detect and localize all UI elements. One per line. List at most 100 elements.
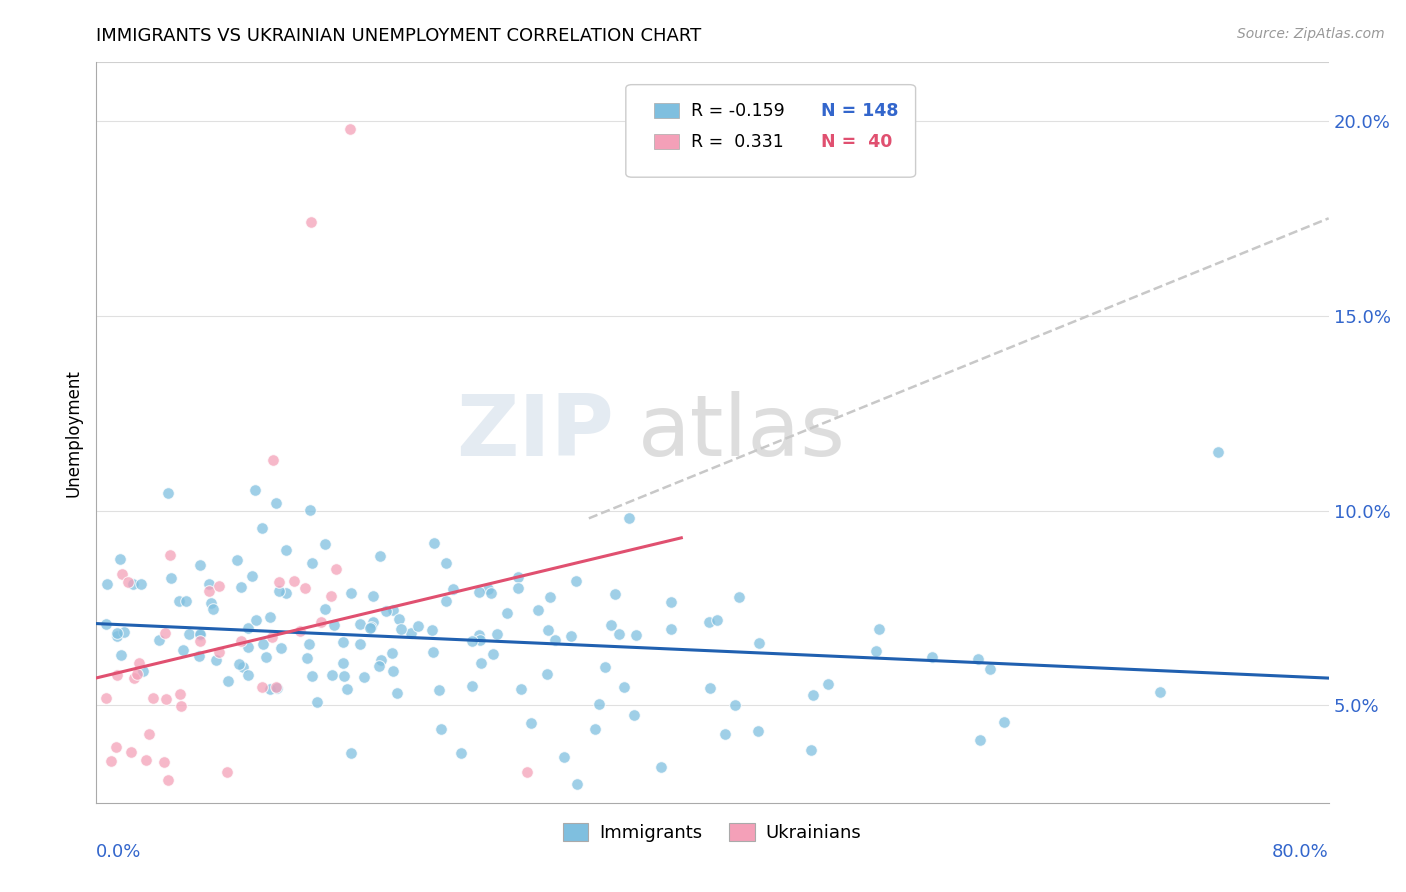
Point: [969, 733, 991, 747]
Point: [202, 601, 225, 615]
FancyBboxPatch shape: [654, 135, 679, 149]
Point: [516, 764, 538, 779]
Point: [434, 556, 457, 570]
Point: [250, 680, 273, 694]
Point: [229, 580, 252, 594]
Point: [430, 722, 453, 736]
Point: [200, 596, 222, 610]
Point: [269, 575, 291, 590]
Point: [274, 543, 297, 558]
Point: [1149, 685, 1171, 699]
Point: [443, 582, 465, 596]
Point: [420, 624, 443, 638]
Point: [868, 623, 890, 637]
Point: [382, 665, 405, 679]
Point: [479, 585, 502, 599]
Point: [496, 607, 519, 621]
Point: [401, 626, 423, 640]
Point: [450, 746, 472, 760]
Point: [510, 681, 533, 696]
Point: [160, 571, 183, 585]
Point: [250, 520, 273, 534]
Point: [381, 602, 404, 616]
Point: [267, 584, 290, 599]
Point: [198, 576, 221, 591]
Point: [422, 644, 444, 658]
Point: [132, 664, 155, 678]
Point: [197, 584, 219, 599]
Point: [96, 577, 118, 591]
Point: [609, 626, 631, 640]
Point: [321, 667, 343, 681]
Point: [138, 726, 160, 740]
Point: [748, 636, 770, 650]
Point: [340, 746, 363, 760]
Point: [321, 589, 343, 603]
Text: ZIP: ZIP: [456, 391, 613, 475]
Point: [659, 595, 682, 609]
Y-axis label: Unemployment: Unemployment: [65, 368, 83, 497]
Point: [617, 510, 640, 524]
Point: [349, 636, 371, 650]
Point: [381, 646, 404, 660]
Point: [332, 657, 354, 671]
Point: [100, 754, 122, 768]
Point: [477, 582, 499, 596]
Point: [361, 589, 384, 603]
Point: [117, 574, 139, 589]
Point: [361, 615, 384, 629]
Point: [217, 674, 239, 689]
Point: [921, 650, 943, 665]
Text: 80.0%: 80.0%: [1272, 843, 1329, 861]
Point: [122, 576, 145, 591]
Point: [188, 633, 211, 648]
Point: [600, 617, 623, 632]
Point: [461, 633, 484, 648]
Point: [800, 742, 823, 756]
Point: [567, 777, 589, 791]
Point: [299, 215, 322, 229]
Point: [482, 647, 505, 661]
Point: [283, 574, 305, 589]
Point: [120, 745, 142, 759]
Point: [94, 617, 117, 632]
Point: [322, 618, 344, 632]
Point: [170, 698, 193, 713]
Point: [156, 772, 179, 787]
Point: [527, 602, 550, 616]
FancyBboxPatch shape: [626, 85, 915, 178]
Point: [228, 657, 250, 672]
Point: [332, 635, 354, 649]
Point: [266, 681, 288, 695]
Point: [967, 651, 990, 665]
Point: [801, 688, 824, 702]
Point: [486, 627, 509, 641]
Point: [105, 629, 128, 643]
Point: [188, 649, 211, 664]
Point: [188, 628, 211, 642]
Point: [508, 581, 530, 595]
Point: [290, 624, 312, 639]
Legend: Immigrants, Ukrainians: Immigrants, Ukrainians: [555, 816, 869, 849]
Point: [188, 558, 211, 573]
Point: [299, 503, 322, 517]
Point: [259, 682, 281, 697]
Point: [333, 669, 356, 683]
Point: [520, 716, 543, 731]
Point: [232, 660, 254, 674]
Point: [388, 612, 411, 626]
Point: [169, 687, 191, 701]
Point: [368, 549, 391, 564]
Point: [375, 604, 398, 618]
Point: [389, 622, 412, 636]
Point: [553, 749, 575, 764]
Text: 0.0%: 0.0%: [96, 843, 141, 861]
Point: [468, 584, 491, 599]
Point: [148, 633, 170, 648]
Point: [262, 453, 284, 467]
Text: atlas: atlas: [638, 391, 846, 475]
Text: R = -0.159: R = -0.159: [692, 102, 785, 120]
Point: [110, 552, 132, 566]
Point: [624, 627, 647, 641]
Point: [747, 723, 769, 738]
